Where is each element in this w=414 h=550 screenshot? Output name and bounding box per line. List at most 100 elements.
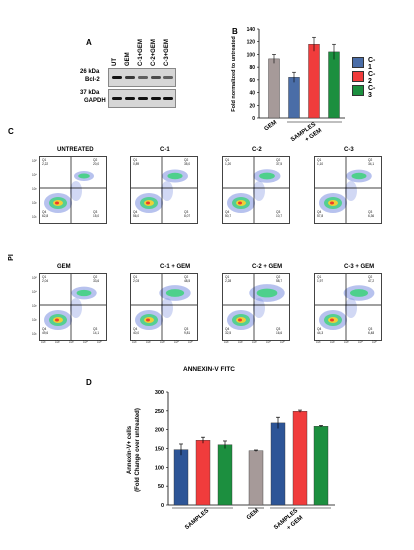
chart-d-bar <box>248 450 264 506</box>
chart-d-bar <box>173 449 189 506</box>
chart-b-bar <box>328 51 340 119</box>
chart-b-ytick-label: 40 <box>249 91 255 97</box>
legend-label-c3: C-3 <box>368 85 376 99</box>
flow-ytick-label: 10² <box>32 201 37 205</box>
flow-ytick-label: 10⁵ <box>32 276 37 280</box>
flow-plot: Q1 1,20 Q2 37,5 Q3 10,7 Q4 50,7 <box>222 156 290 224</box>
flow-plot-density <box>223 274 289 340</box>
flow-quadrant-q1: Q1 2,28 <box>225 275 232 283</box>
chart-d-group-label: + GEM <box>286 515 304 532</box>
chart-d-bar <box>313 426 329 506</box>
chart-d-ytick-label: 250 <box>155 409 164 415</box>
flow-xtick-label: 10⁴ <box>174 340 179 344</box>
flow-xtick-label: 10¹ <box>224 340 229 344</box>
blot-lane-label: C-2+GEM <box>151 39 157 66</box>
flow-quadrant-q3: Q3 6,36 <box>368 210 375 218</box>
flow-xtick-label: 10² <box>330 340 335 344</box>
chart-b-ytick-label: 60 <box>249 78 255 84</box>
flow-ytick-label: 10⁴ <box>32 173 37 177</box>
chart-b-group-label: + GEM <box>304 128 323 144</box>
flow-plot-title: C-2 <box>252 147 262 153</box>
chart-d-ylabel: (Fold Change over untreated) <box>135 408 141 492</box>
flow-ytick-label: 10⁴ <box>32 290 37 294</box>
flow-quadrant-q3: Q3 8,07 <box>184 210 191 218</box>
chart-d-ytick-label: 150 <box>155 447 164 453</box>
flow-quadrant-q3: Q3 16,6 <box>276 327 283 335</box>
blot-protein-1: Bcl-2 <box>85 77 100 83</box>
flow-plot-density <box>223 157 289 223</box>
chart-d-bar <box>217 444 233 506</box>
flow-plot-density <box>315 157 381 223</box>
chart-d-group-label: SAMPLES <box>184 508 210 531</box>
blot-protein-2: GAPDH <box>84 98 106 104</box>
flow-quadrant-q1: Q1 2,03 <box>133 275 140 283</box>
flow-plot: Q1 2,04 Q2 33,6 Q3 14,1 Q4 49,6 <box>39 273 107 341</box>
flow-xtick-label: 10⁴ <box>83 340 88 344</box>
flow-quadrant-q2: Q2 34,1 <box>368 158 375 166</box>
blot-lane-label: C-3+GEM <box>164 39 170 66</box>
flow-plot: Q1 0,89 Q2 35,0 Q3 8,07 Q4 56,0 <box>130 156 198 224</box>
flow-cluster-late-core <box>349 289 369 297</box>
panel-letter-c: C <box>8 127 14 136</box>
chart-b-group-label: SAMPLES <box>290 122 317 144</box>
legend-swatch-c2 <box>352 71 364 82</box>
flow-quadrant-q2: Q2 47,2 <box>368 275 375 283</box>
flow-cluster-early <box>345 298 357 318</box>
flow-cluster-late-core <box>78 173 90 179</box>
chart-b-ytick-label: 140 <box>247 27 256 33</box>
flow-cluster-live-max <box>146 201 150 205</box>
legend-swatch-c1 <box>352 57 364 68</box>
legend-swatch-c3 <box>352 85 364 96</box>
flow-cluster-early <box>253 298 265 318</box>
flow-plot-title: C-1 <box>160 147 170 153</box>
chart-d-group-label: SAMPLES <box>273 508 299 531</box>
chart-b-bar <box>288 77 300 119</box>
chart-d-bar <box>195 440 211 506</box>
flow-xtick-label: 10² <box>238 340 243 344</box>
chart-b-ytick-label: 0 <box>252 116 255 122</box>
flow-ytick-label: 10¹ <box>32 215 37 219</box>
flow-quadrant-q3: Q3 6,48 <box>368 327 375 335</box>
flow-plot-title: C-3 <box>344 147 354 153</box>
chart-d-ytick-label: 300 <box>155 390 164 396</box>
flow-plot-title: UNTREATED <box>57 147 94 153</box>
flow-xtick-label: 10³ <box>69 340 74 344</box>
flow-quadrant-q1: Q1 0,89 <box>133 158 140 166</box>
legend-label-c2: C-2 <box>368 71 376 85</box>
chart-d-bar <box>270 422 286 506</box>
flow-xtick-label: 10¹ <box>316 340 321 344</box>
blot-lane-label: UT <box>112 58 118 66</box>
blot-strip-bcl2 <box>108 68 176 87</box>
flow-cluster-late-core <box>167 172 183 180</box>
flow-plot-density <box>315 274 381 340</box>
chart-b-ylabel: Fold normalized to untreated <box>231 36 237 111</box>
flow-quadrant-q2: Q2 20,0 <box>93 158 100 166</box>
blot-kda-2: 37 kDa <box>80 90 100 96</box>
flow-cluster-live-max <box>55 318 59 322</box>
blot-lane-label: C-1+GEM <box>138 39 144 66</box>
flow-cluster-late-core <box>256 288 278 298</box>
blot-kda-1: 26 kDa <box>80 69 100 75</box>
flow-xtick-label: 10⁵ <box>97 340 102 344</box>
flow-cluster-late-core <box>76 289 92 297</box>
flow-cluster-live-max <box>330 318 334 322</box>
panel-letter-d: D <box>86 378 92 387</box>
flow-ytick-label: 10⁵ <box>32 159 37 163</box>
flow-cluster-late-core <box>165 289 185 297</box>
chart-d-ytick-label: 200 <box>155 428 164 434</box>
chart-b-ytick-label: 20 <box>249 103 255 109</box>
flow-cluster-live-max <box>330 201 334 205</box>
flow-xtick-label: 10³ <box>160 340 165 344</box>
flow-cluster-live-max <box>55 201 59 205</box>
flow-plot: Q1 2,22 Q2 20,0 Q3 15,0 Q4 62,8 <box>39 156 107 224</box>
panel-letter-a: A <box>86 38 92 47</box>
flow-quadrant-q4: Q4 56,0 <box>133 210 140 218</box>
flow-xtick-label: 10² <box>55 340 60 344</box>
chart-d-bar <box>292 411 308 506</box>
flow-quadrant-q2: Q2 37,5 <box>276 158 283 166</box>
flow-cluster-live-max <box>238 201 242 205</box>
chart-b-ytick-label: 100 <box>247 52 256 58</box>
flow-plot-density <box>40 274 106 340</box>
flow-quadrant-q1: Q1 2,22 <box>42 158 49 166</box>
flow-xtick-label: 10¹ <box>41 340 46 344</box>
